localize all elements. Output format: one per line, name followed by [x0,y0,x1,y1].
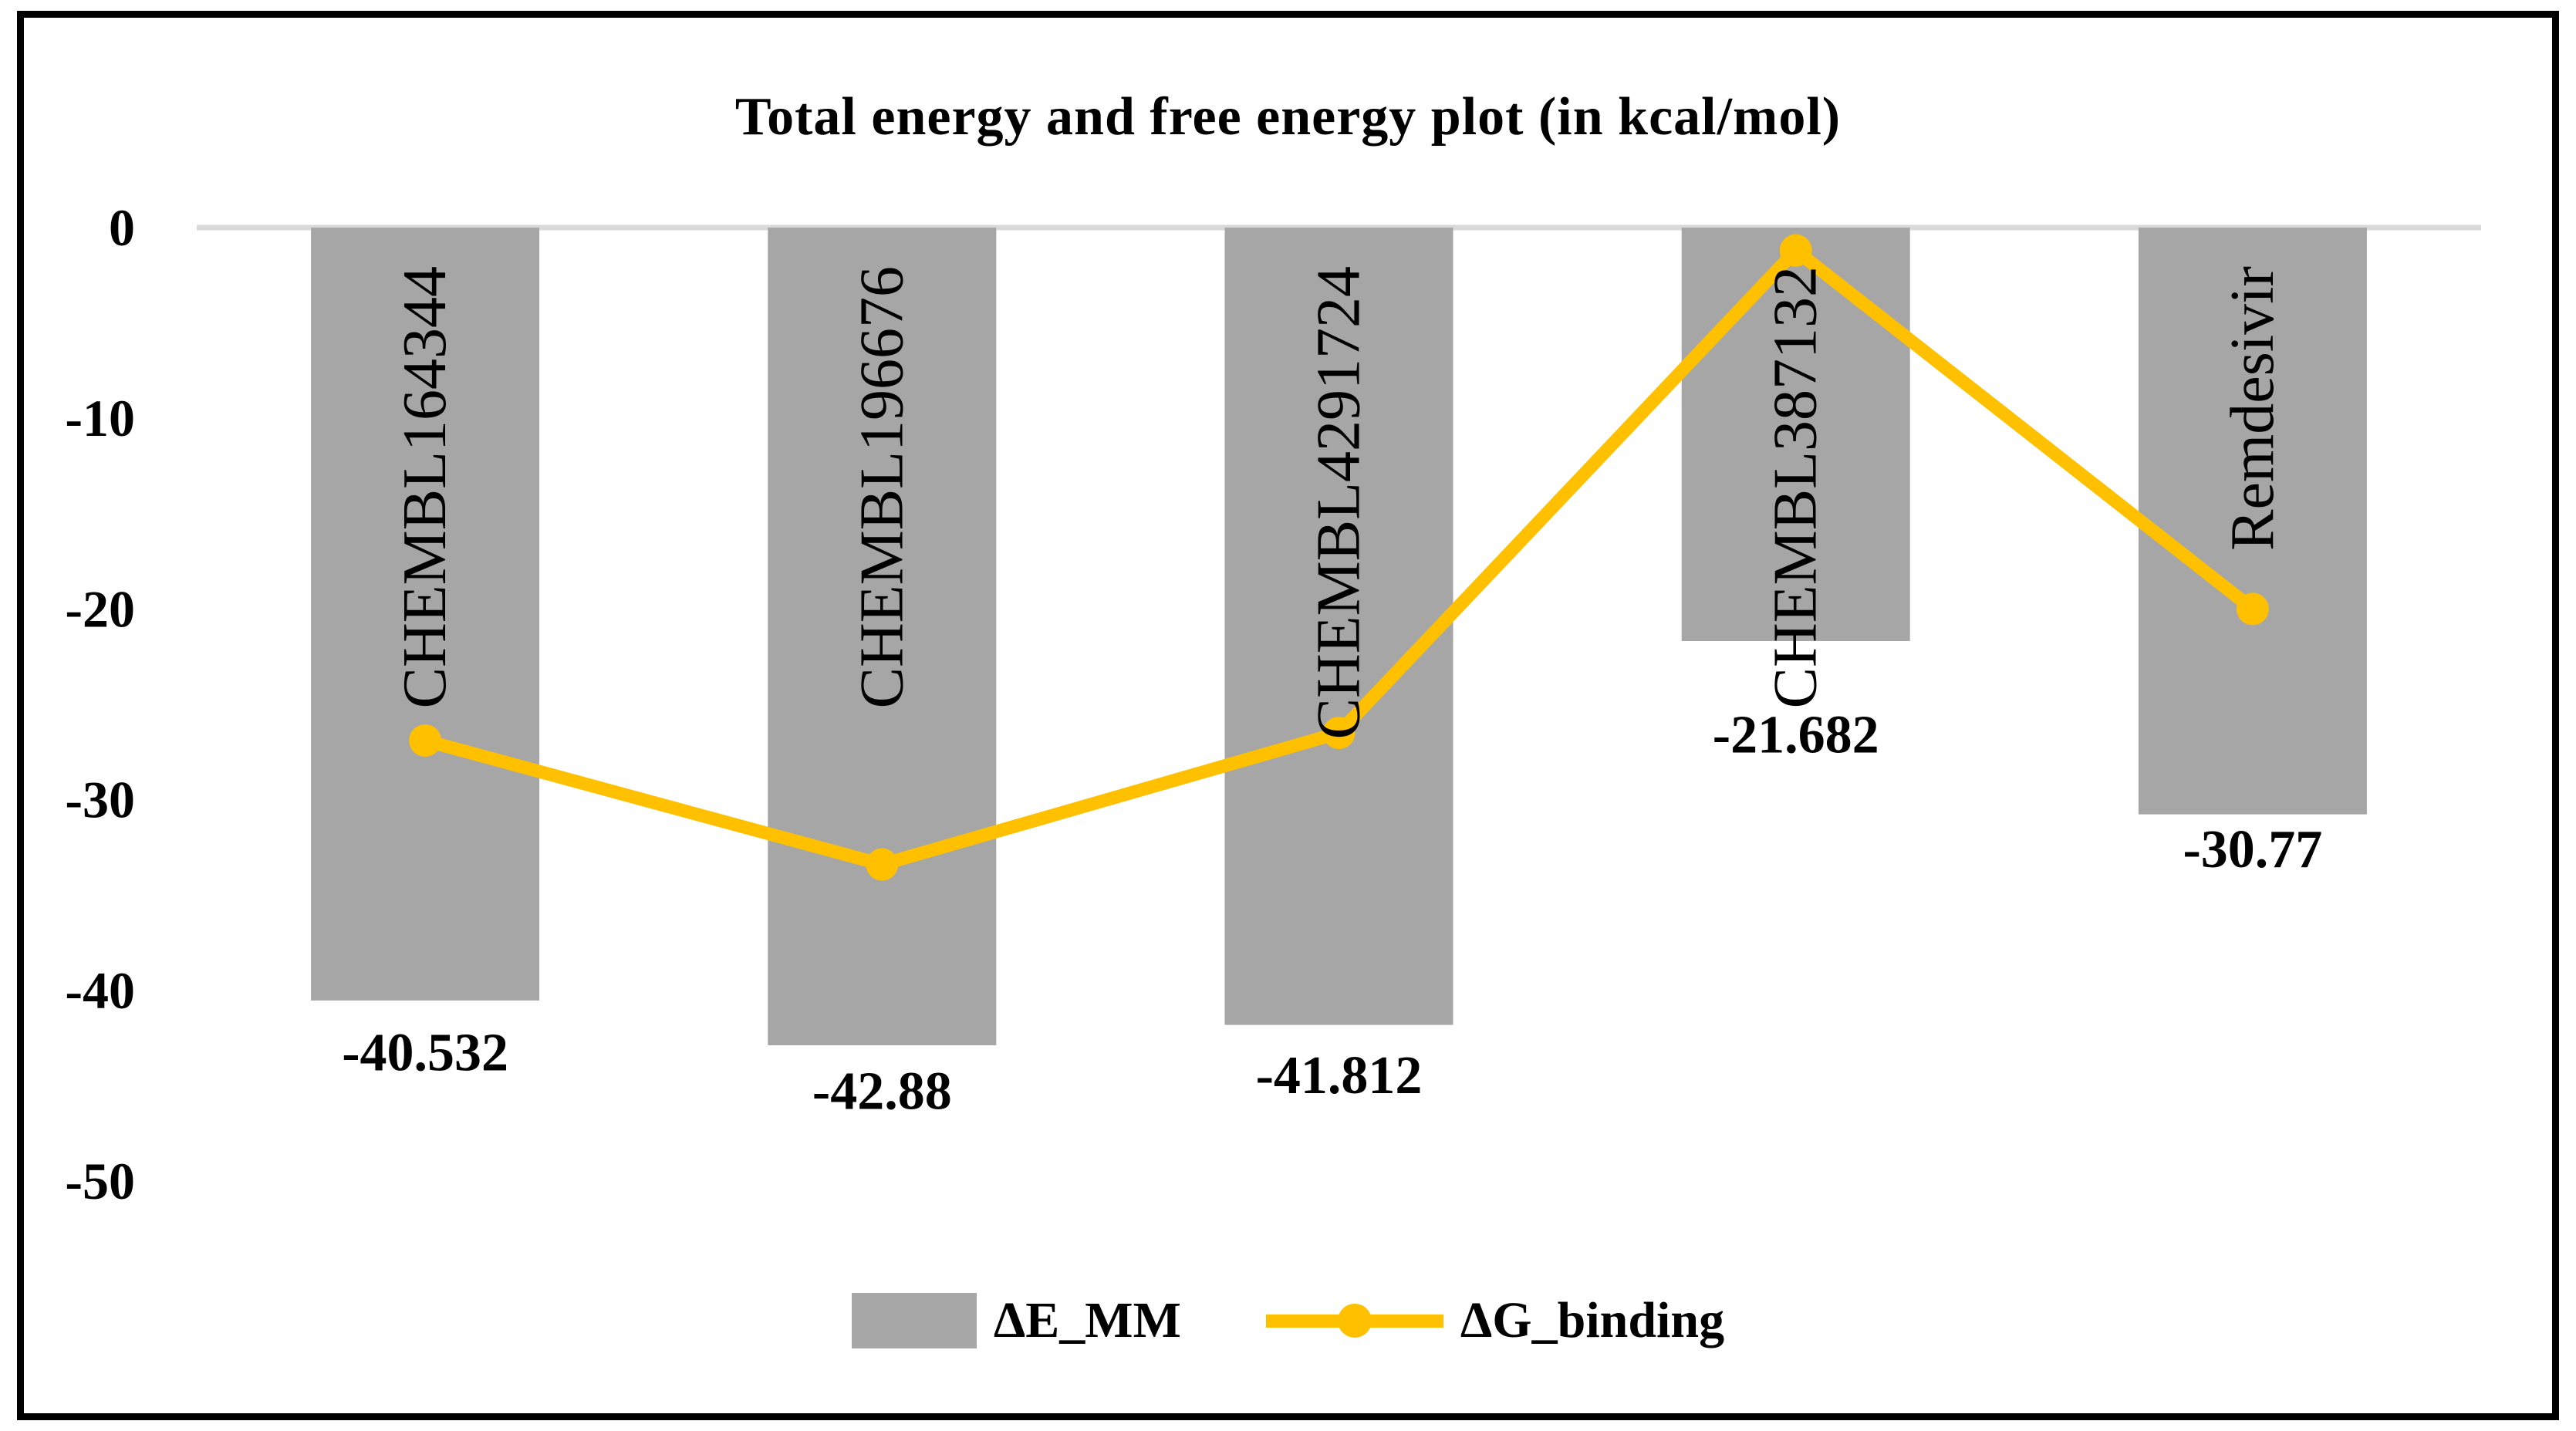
bar-CHEMBL196676 [768,228,997,1045]
category-label-CHEMBL4291724: CHEMBL4291724 [1305,266,1373,739]
line-marker-CHEMBL164344 [409,724,442,757]
category-label-CHEMBL164344: CHEMBL164344 [391,266,459,708]
bar-Remdesivir [2138,228,2367,815]
legend-item-dg-binding: ΔG_binding [1265,1291,1725,1350]
category-label-Remdesivir: Remdesivir [2219,266,2287,551]
y-tick-label--50: -50 [65,1152,135,1210]
legend-label-de-mm: ΔE_MM [993,1292,1181,1348]
bar-CHEMBL387132 [1681,228,1910,641]
line-marker-Remdesivir [2236,592,2269,626]
legend-label-dg-binding: ΔG_binding [1460,1292,1725,1348]
line-marker-CHEMBL4291724 [1322,717,1356,750]
legend-line-swatch [1265,1298,1443,1344]
legend-bar-swatch [851,1293,977,1348]
value-label-CHEMBL164344: -40.532 [342,1023,508,1082]
value-label-CHEMBL4291724: -41.812 [1256,1046,1423,1105]
value-label-CHEMBL196676: -42.88 [812,1061,952,1121]
line-marker-CHEMBL387132 [1779,234,1812,267]
y-tick-label--40: -40 [65,961,135,1020]
value-label-Remdesivir: -30.77 [2183,820,2322,879]
bar-CHEMBL4291724 [1224,228,1453,1025]
bar-CHEMBL164344 [311,228,540,1001]
chart-legend: ΔE_MM ΔG_binding [0,1282,2576,1359]
category-label-CHEMBL387132: CHEMBL387132 [1762,266,1830,708]
y-tick-label-0: 0 [109,198,135,257]
y-tick-label--10: -10 [65,389,135,447]
legend-line-marker-icon [1337,1304,1372,1338]
legend-item-de-mm: ΔE_MM [851,1291,1181,1350]
category-label-CHEMBL196676: CHEMBL196676 [848,266,916,708]
y-tick-label--20: -20 [65,579,135,638]
line-marker-CHEMBL196676 [866,848,899,881]
value-label-CHEMBL387132: -21.682 [1713,705,1879,764]
chart-title: Total energy and free energy plot (in kc… [734,87,1842,147]
y-tick-label--30: -30 [65,771,135,829]
